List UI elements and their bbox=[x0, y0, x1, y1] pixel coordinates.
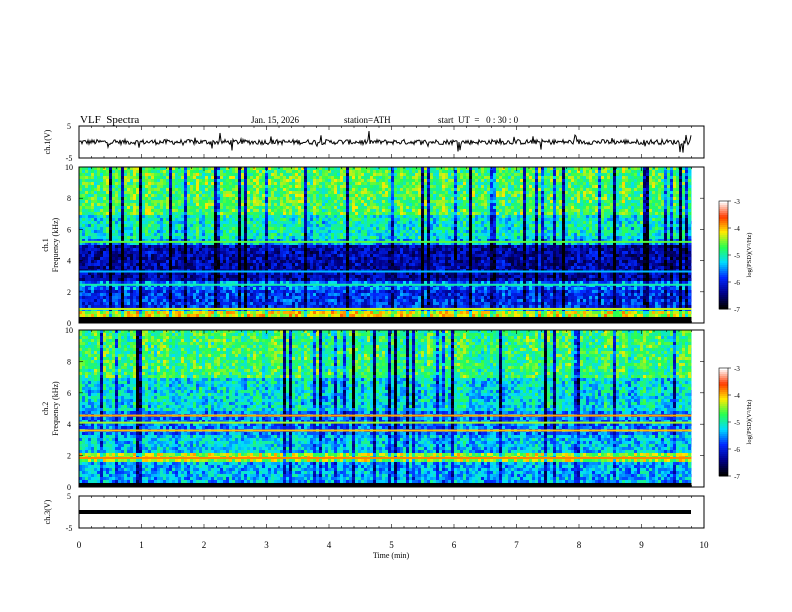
ch1-colorbar-label: log(PSD)(V²/Hz) bbox=[746, 233, 753, 278]
date-label: Jan. 15, 2026 bbox=[251, 115, 299, 125]
station-label: station=ATH bbox=[344, 115, 391, 125]
ch1-spectrogram bbox=[79, 167, 692, 323]
ch2-colorbar-tick-1: -4 bbox=[734, 392, 740, 400]
x-axis-title: Time (min) bbox=[373, 551, 410, 560]
ch1-ytick-label-3: 6 bbox=[67, 225, 71, 234]
ch1-ytick-label-0: 5 bbox=[67, 122, 71, 131]
ch1-band-line-1 bbox=[79, 283, 692, 286]
ch1-ytick-label-1: 2 bbox=[67, 288, 71, 297]
xtick-label-6: 6 bbox=[452, 540, 457, 550]
xtick-label-8: 8 bbox=[577, 540, 582, 550]
ch1-ytick-label-1: -5 bbox=[66, 154, 73, 163]
ch1-colorbar-tick-1: -4 bbox=[734, 225, 740, 233]
xtick-label-7: 7 bbox=[514, 540, 519, 550]
xtick-label-0: 0 bbox=[77, 540, 82, 550]
xtick-label-3: 3 bbox=[264, 540, 269, 550]
ch3-ytick-label-1: -5 bbox=[66, 524, 73, 533]
chart-title: VLF Spectra bbox=[80, 114, 139, 126]
ch2-ytick-label-0: 0 bbox=[67, 483, 71, 492]
xtick-label-1: 1 bbox=[139, 540, 144, 550]
ch2-band-line-3 bbox=[79, 421, 692, 424]
ch1-ytick-label-4: 8 bbox=[67, 194, 71, 203]
start-time-label: start UT = 0 : 30 : 0 bbox=[438, 115, 518, 125]
ch2-colorbar-tick-4: -7 bbox=[734, 473, 740, 481]
xtick-label-5: 5 bbox=[389, 540, 394, 550]
ch3-ytick-label-0: 5 bbox=[67, 492, 71, 501]
ch1-ytick-label-5: 10 bbox=[65, 163, 73, 172]
xtick-label-10: 10 bbox=[700, 540, 710, 550]
ch2-band-line-0 bbox=[79, 456, 692, 459]
ch2-colorbar-tick-0: -3 bbox=[734, 365, 740, 373]
ch1-band-line-2 bbox=[79, 240, 692, 243]
ch2-ytick-label-3: 6 bbox=[67, 389, 71, 398]
ch2-colorbar bbox=[719, 368, 728, 477]
ch1-frequency-label: Frequency (kHz) bbox=[51, 217, 60, 272]
ch1-ytick-label-0: 0 bbox=[67, 319, 71, 328]
ch1-ytick-label-2: 4 bbox=[67, 257, 71, 266]
ch2-ytick-label-1: 2 bbox=[67, 452, 71, 461]
ch1-ylabel: ch.1(V) bbox=[43, 129, 52, 154]
ch2-ytick-label-5: 10 bbox=[65, 326, 73, 335]
ch2-frequency-label: Frequency (kHz) bbox=[51, 381, 60, 436]
ch1-channel-label: ch.1 bbox=[41, 238, 50, 252]
ch2-channel-label: ch.2 bbox=[41, 402, 50, 416]
ch2-ytick-label-2: 4 bbox=[67, 420, 71, 429]
xtick-label-2: 2 bbox=[202, 540, 207, 550]
ch1-colorbar-tick-2: -5 bbox=[734, 252, 740, 260]
ch2-spectrogram bbox=[79, 330, 692, 487]
ch1-band-line-0 bbox=[79, 307, 692, 310]
ch1-band-line-3 bbox=[79, 270, 692, 273]
ch2-colorbar-tick-2: -5 bbox=[734, 419, 740, 427]
xtick-label-9: 9 bbox=[639, 540, 644, 550]
ch2-colorbar-label: log(PSD)(V²/Hz) bbox=[746, 400, 753, 445]
ch2-colorbar-tick-3: -6 bbox=[734, 446, 740, 454]
ch1-colorbar-tick-0: -3 bbox=[734, 198, 740, 206]
xtick-label-4: 4 bbox=[327, 540, 332, 550]
ch2-ytick-label-4: 8 bbox=[67, 357, 71, 366]
ch2-band-line-2 bbox=[79, 414, 692, 417]
ch2-band-line-1 bbox=[79, 429, 692, 432]
ch1-colorbar-tick-4: -7 bbox=[734, 306, 740, 314]
ch1-colorbar bbox=[719, 201, 728, 310]
ch1-colorbar-tick-3: -6 bbox=[734, 279, 740, 287]
ch1-waveform-trace bbox=[78, 130, 692, 153]
ch3-ylabel: ch.3(V) bbox=[43, 499, 52, 524]
